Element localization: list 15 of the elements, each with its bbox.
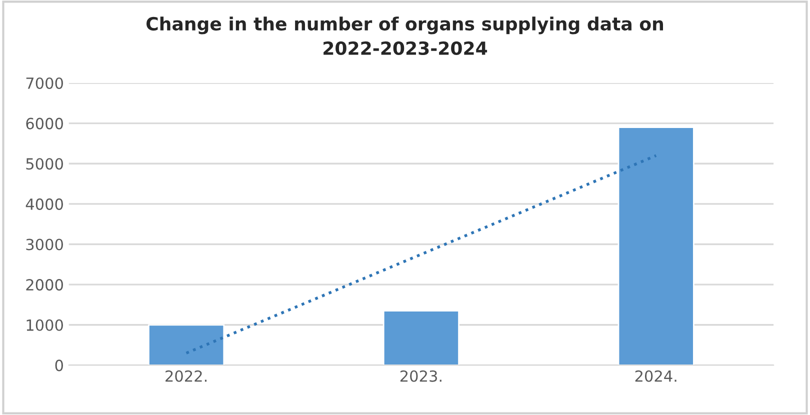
x-tick-label: 2023. bbox=[400, 370, 442, 382]
y-tick-label: 7000 bbox=[26, 77, 63, 90]
y-tick-label: 2000 bbox=[26, 279, 63, 291]
x-tick-label: 2022. bbox=[166, 370, 207, 382]
chart-title: Change in the number of organs supplying data on 2022-2023-2024 bbox=[146, 16, 663, 56]
y-tick-label: 4000 bbox=[26, 198, 63, 210]
x-tick-label: 2024. bbox=[635, 370, 676, 382]
y-tick-label: 0 bbox=[55, 360, 63, 372]
bar bbox=[618, 126, 694, 366]
y-tick-label: 6000 bbox=[26, 118, 63, 130]
bar bbox=[148, 324, 225, 366]
y-tick-label: 5000 bbox=[26, 158, 63, 170]
bar bbox=[382, 310, 460, 366]
y-tick-label: 3000 bbox=[26, 238, 63, 250]
y-tick-label: 1000 bbox=[26, 319, 63, 331]
